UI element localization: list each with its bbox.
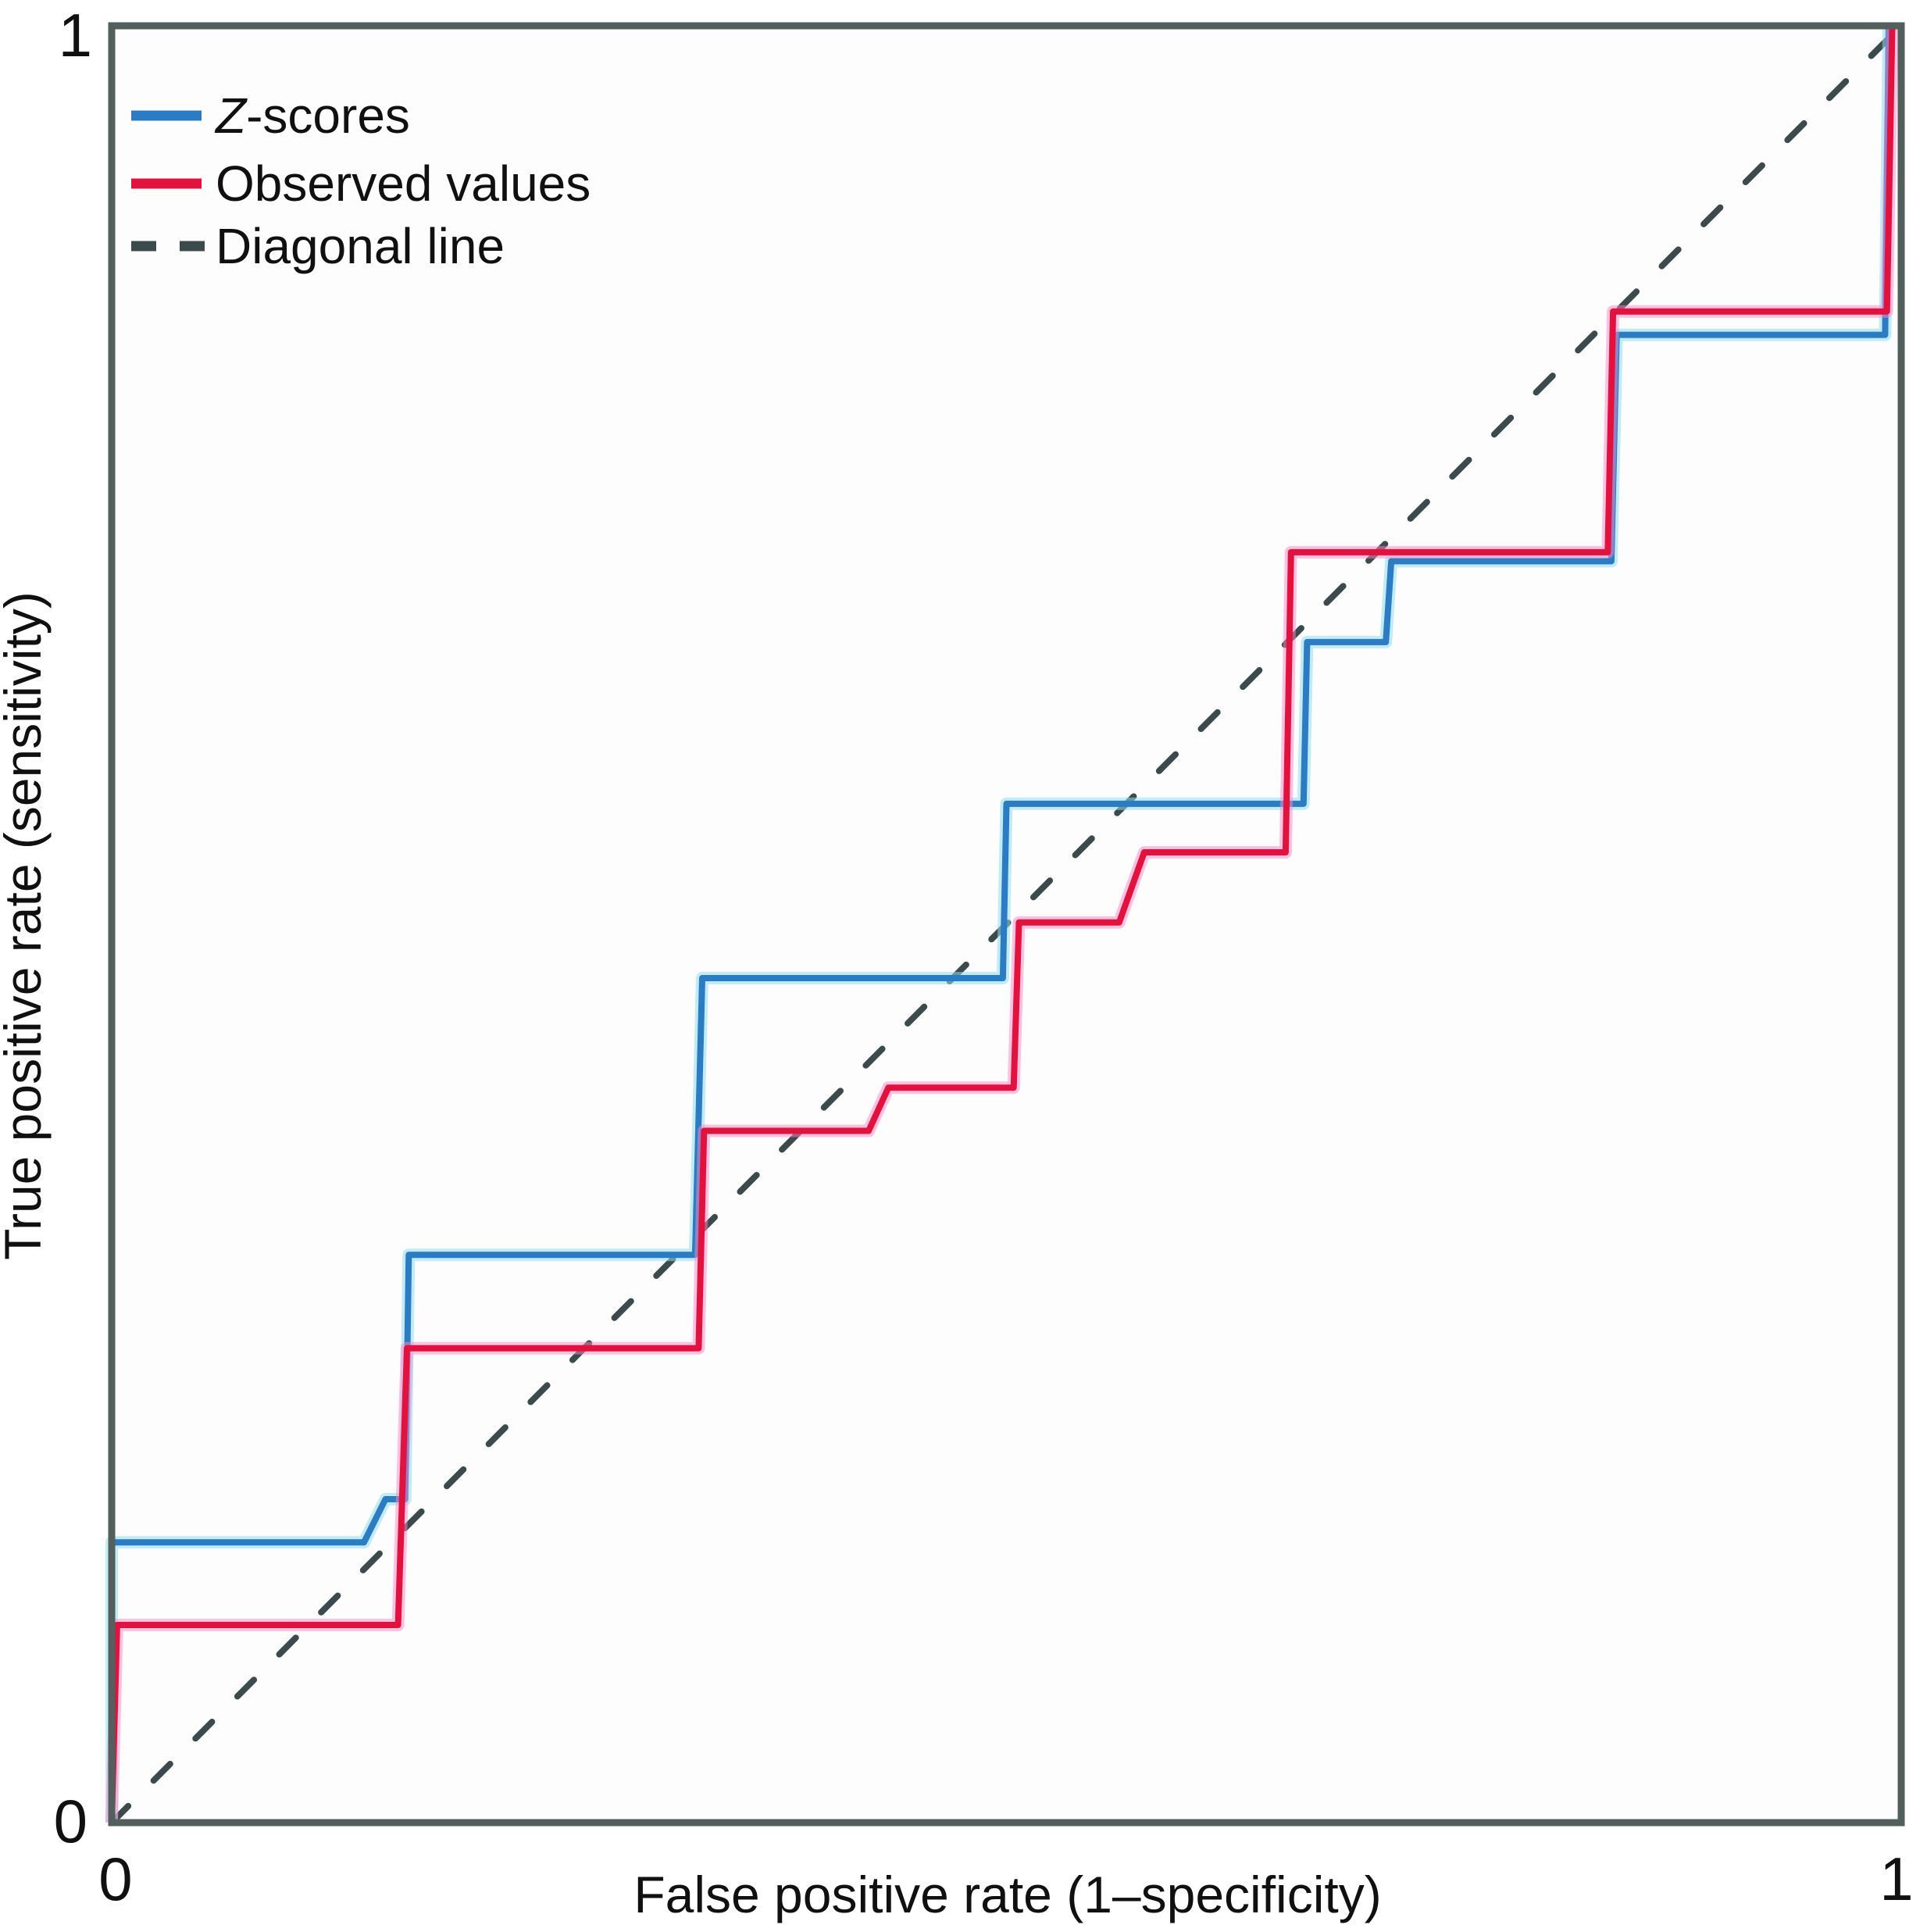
plot-frame <box>108 22 1905 1827</box>
y-tick-bottom: 0 <box>54 1787 87 1855</box>
legend-label-observed-text: Observed values <box>216 155 591 212</box>
observed-values-line <box>109 25 1896 1823</box>
legend-label-z-prefix: Z <box>214 87 248 144</box>
legend-label-diagonal-text: Diagonal line <box>216 218 505 274</box>
x-tick-right: 1 <box>1879 1845 1913 1913</box>
legend-label-z-scores: Z-scores <box>214 87 410 144</box>
legend-label-z-rest: -scores <box>246 87 410 144</box>
legend-label-diagonal: Diagonal line <box>216 218 505 274</box>
y-tick-top: 1 <box>59 1 92 70</box>
x-axis-label: False positive rate (1–specificity) <box>633 1866 1381 1923</box>
legend-label-observed: Observed values <box>216 155 591 212</box>
legend: Z-scores Observed values Diagonal line <box>131 87 591 274</box>
y-axis-label: True positive rate (sensitivity) <box>0 591 52 1260</box>
x-tick-left: 0 <box>98 1845 132 1913</box>
